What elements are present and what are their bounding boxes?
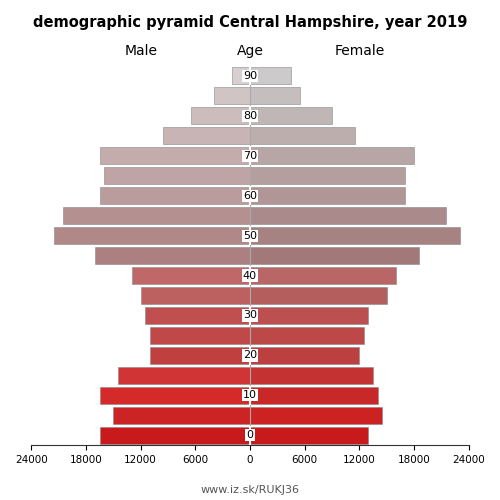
Bar: [232, 68, 250, 84]
Bar: [100, 387, 250, 404]
Text: Female: Female: [334, 44, 384, 58]
Text: 40: 40: [243, 270, 257, 280]
Text: 20: 20: [243, 350, 257, 360]
Bar: [118, 367, 250, 384]
Bar: [191, 108, 250, 124]
Text: www.iz.sk/RUKJ36: www.iz.sk/RUKJ36: [200, 485, 300, 495]
Bar: [250, 167, 405, 184]
Text: 10: 10: [243, 390, 257, 400]
Bar: [250, 108, 332, 124]
Bar: [250, 427, 368, 444]
Text: 60: 60: [243, 190, 257, 200]
Bar: [250, 187, 405, 204]
Bar: [250, 247, 418, 264]
Bar: [54, 227, 250, 244]
Text: Male: Male: [124, 44, 157, 58]
Bar: [250, 287, 386, 304]
Bar: [250, 207, 446, 224]
Bar: [140, 287, 250, 304]
Text: 90: 90: [243, 71, 257, 81]
Bar: [250, 68, 291, 84]
Text: 30: 30: [243, 310, 257, 320]
Bar: [100, 148, 250, 164]
Bar: [250, 367, 373, 384]
Bar: [250, 227, 460, 244]
Bar: [250, 307, 368, 324]
Bar: [250, 407, 382, 424]
Bar: [164, 128, 250, 144]
Bar: [250, 327, 364, 344]
Bar: [150, 327, 250, 344]
Bar: [150, 347, 250, 364]
Title: demographic pyramid Central Hampshire, year 2019: demographic pyramid Central Hampshire, y…: [33, 15, 467, 30]
Bar: [250, 347, 360, 364]
Bar: [64, 207, 250, 224]
Text: 0: 0: [246, 430, 254, 440]
Bar: [132, 267, 250, 284]
Bar: [250, 88, 300, 104]
Bar: [95, 247, 250, 264]
Bar: [114, 407, 250, 424]
Bar: [250, 267, 396, 284]
Bar: [145, 307, 250, 324]
Bar: [214, 88, 250, 104]
Bar: [250, 387, 378, 404]
Text: 70: 70: [243, 150, 257, 160]
Text: Age: Age: [236, 44, 264, 58]
Bar: [104, 167, 250, 184]
Bar: [250, 148, 414, 164]
Bar: [250, 128, 355, 144]
Bar: [100, 427, 250, 444]
Text: 80: 80: [243, 111, 257, 121]
Bar: [100, 187, 250, 204]
Text: 50: 50: [243, 230, 257, 240]
